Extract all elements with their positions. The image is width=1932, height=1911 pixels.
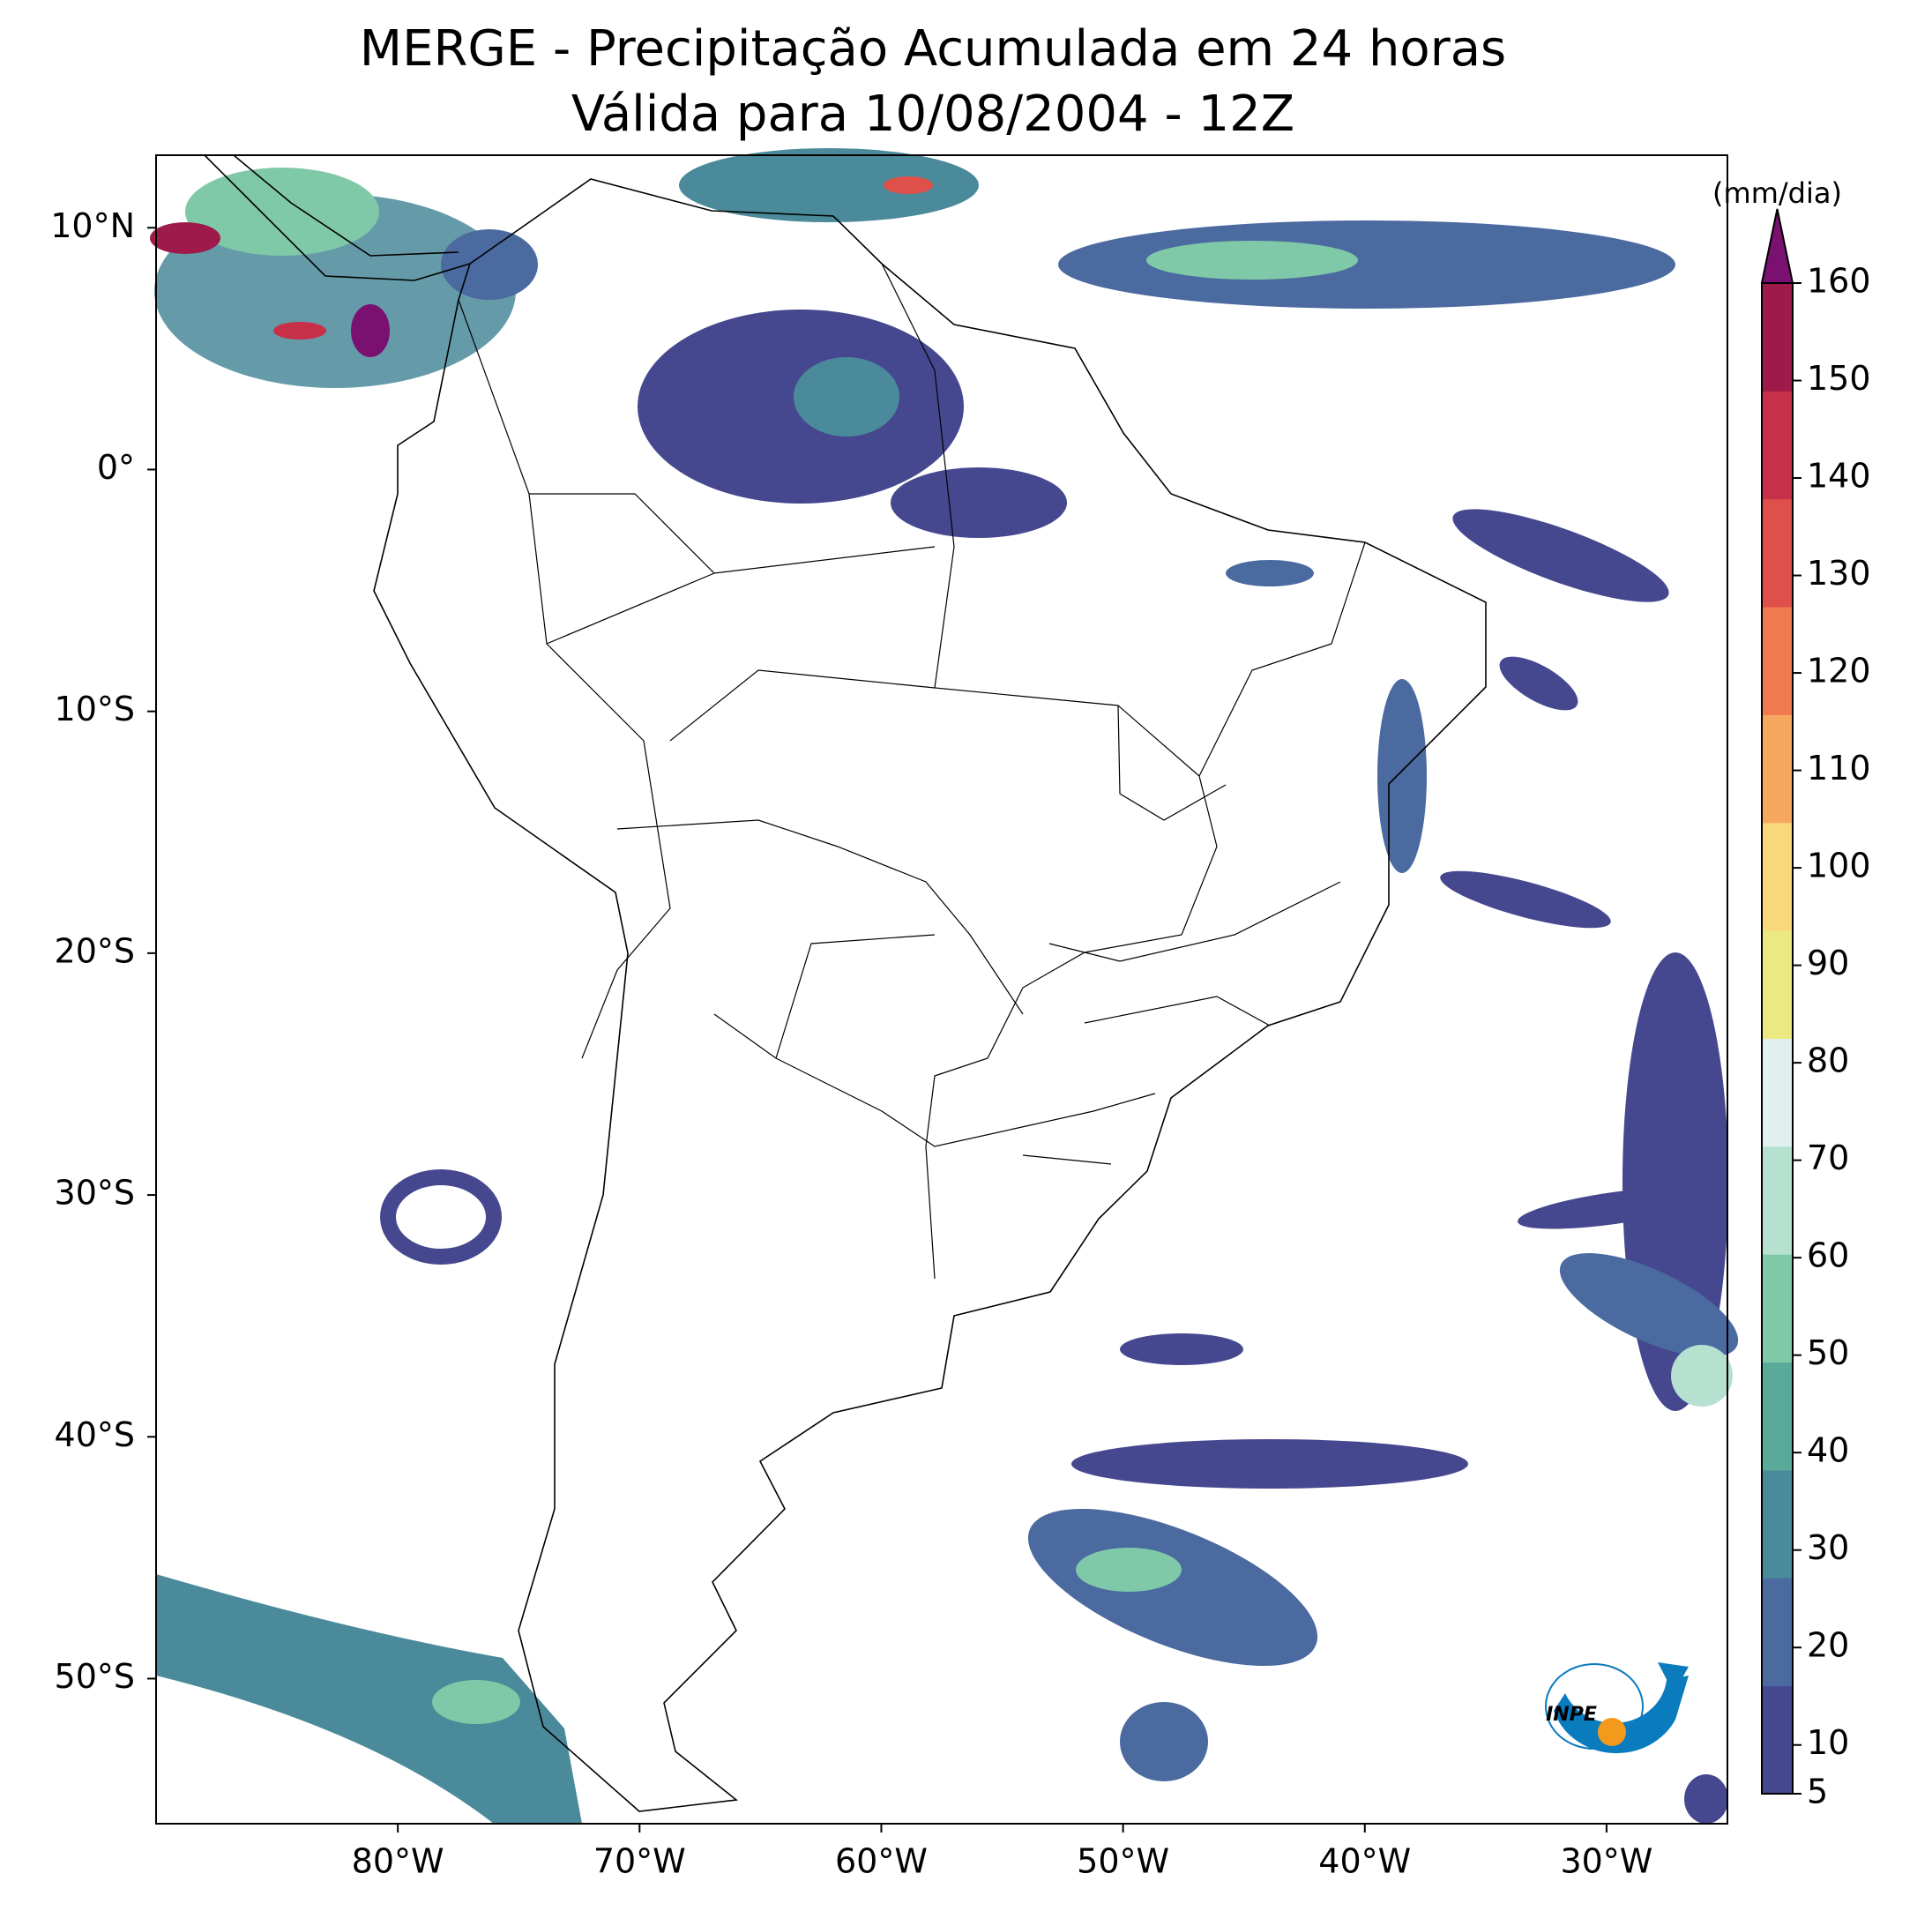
subtitle: Válida para 10/08/2004 - 12Z (571, 86, 1294, 143)
colorbar-band (1762, 1254, 1793, 1363)
colorbar-band (1762, 1038, 1793, 1147)
x-tick-label: 70°W (593, 1842, 686, 1881)
precipitation (150, 148, 1739, 1824)
colorbar-tick-label: 130 (1807, 554, 1871, 593)
title: MERGE - Precipitação Acumulada em 24 hor… (360, 20, 1506, 78)
x-tick-label: 30°W (1560, 1842, 1652, 1881)
y-tick-label: 20°S (55, 931, 135, 970)
rain-area (1377, 679, 1427, 873)
colorbar-frame (1761, 282, 1794, 1795)
coastline (373, 178, 1487, 1812)
x-tick-label: 60°W (835, 1842, 928, 1881)
borders (458, 263, 1366, 1280)
colorbar-band (1762, 1469, 1793, 1579)
rain-area (441, 229, 538, 300)
colorbar-extend (1760, 208, 1794, 284)
rain-area (1518, 1187, 1710, 1229)
rain-area (1120, 1702, 1208, 1781)
colorbar-tick-label: 100 (1807, 847, 1871, 885)
colorbar-tick-label: 160 (1807, 262, 1871, 301)
rain-core (273, 322, 326, 340)
rain-area (156, 1574, 582, 1824)
colorbar-tick-label: 20 (1807, 1626, 1849, 1665)
rain-core (150, 222, 220, 254)
colorbar-tick-label: 90 (1807, 944, 1849, 982)
map-frame (155, 154, 1728, 1825)
x-tick-label: 40°W (1318, 1842, 1411, 1881)
colorbar-tick-label: 30 (1807, 1528, 1849, 1567)
rain-area (679, 148, 979, 222)
rain-area (1559, 1253, 1739, 1357)
colorbar-tick-label: 70 (1807, 1138, 1849, 1177)
rain-area (1452, 509, 1669, 602)
colorbar-tick-label: 80 (1807, 1041, 1849, 1080)
colorbar-tick-label: 10 (1807, 1723, 1849, 1762)
rain-area (1146, 241, 1358, 280)
colorbar-tick-label: 40 (1807, 1431, 1849, 1470)
central-america (204, 154, 471, 281)
inpe-logo: INPE (1545, 1662, 1689, 1754)
colorbar-band (1762, 283, 1793, 392)
rain-area (1226, 560, 1314, 586)
logo-swoosh (1554, 1676, 1689, 1754)
y-tick-label: 0° (97, 448, 135, 487)
y-tick-label: 40°S (55, 1415, 135, 1454)
colorbar-band (1762, 822, 1793, 931)
rain-area (1120, 1333, 1243, 1365)
rain-core (884, 176, 933, 194)
rain-area (1071, 1439, 1468, 1489)
rain-area (1684, 1774, 1728, 1824)
y-tick-label: 10°N (50, 206, 135, 245)
rain-core (351, 304, 390, 357)
y-tick-label: 30°S (55, 1174, 135, 1213)
logo-sun (1598, 1718, 1626, 1746)
colorbar-band (1762, 1362, 1793, 1471)
rain-area (1671, 1345, 1733, 1407)
colorbar-tick-label: 110 (1807, 749, 1871, 788)
colorbar-band (1762, 1685, 1793, 1795)
land (204, 154, 1487, 1812)
colorbar-tick-label: 5 (1807, 1773, 1828, 1811)
colorbar-band (1762, 391, 1793, 500)
colorbar-band (1762, 714, 1793, 824)
rain-area (1027, 1508, 1318, 1667)
rain-area (1076, 1548, 1182, 1592)
y-tick-label: 50°S (55, 1657, 135, 1696)
colorbar-band (1762, 498, 1793, 608)
logo-orbit (1545, 1663, 1644, 1750)
rain-area (1499, 656, 1578, 711)
rain-area (380, 1169, 502, 1265)
colorbar-tick-label: 60 (1807, 1236, 1849, 1275)
colorbar-tick-label: 50 (1807, 1333, 1849, 1372)
colorbar-band (1762, 1146, 1793, 1255)
colorbar-band (1762, 1578, 1793, 1687)
rain-area (891, 467, 1067, 538)
colorbar-tick-label: 150 (1807, 359, 1871, 398)
rain-area (794, 357, 899, 437)
colorbar-tick-label: 140 (1807, 457, 1871, 496)
logo-text: INPE (1546, 1704, 1597, 1726)
colorbar-label: (mm/dia) (1712, 176, 1842, 210)
y-tick-label: 10°S (55, 690, 135, 728)
colorbar-band (1762, 607, 1793, 715)
colorbar-tick-label: 120 (1807, 652, 1871, 690)
rain-area (185, 168, 379, 256)
rain-area (1440, 870, 1611, 929)
colorbar-band (1762, 930, 1793, 1039)
x-tick-label: 50°W (1077, 1842, 1169, 1881)
rain-area (432, 1680, 520, 1724)
logo-arrow (1658, 1662, 1689, 1693)
x-tick-label: 80°W (352, 1842, 444, 1881)
